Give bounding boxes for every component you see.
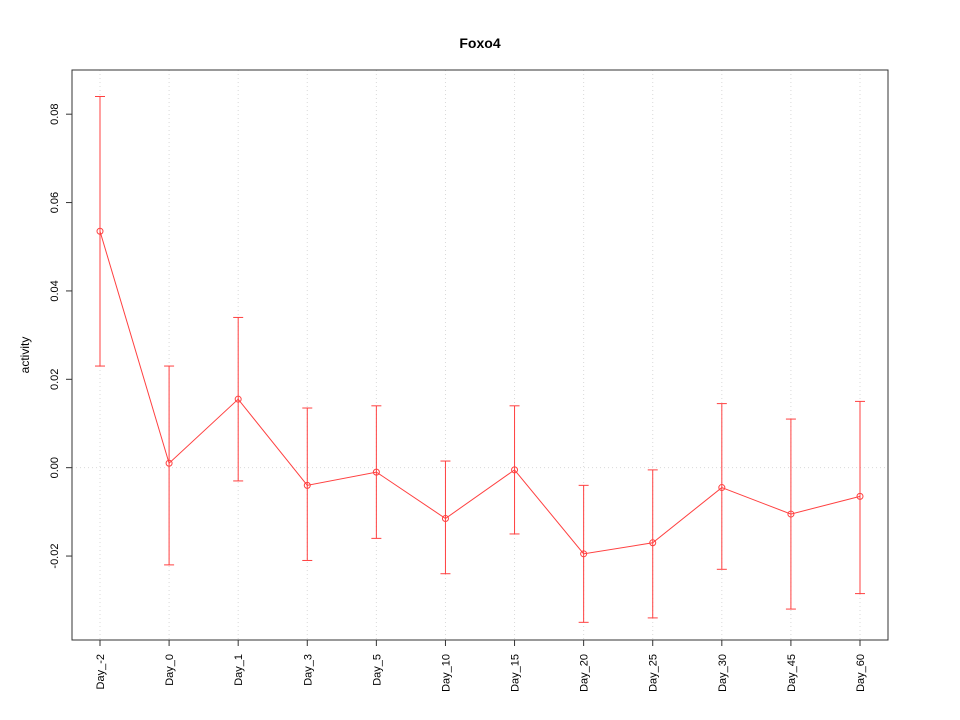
data-point	[649, 539, 657, 547]
data-point	[511, 466, 519, 474]
y-tick-label: 0.06	[49, 192, 61, 213]
x-tick-label: Day_-2	[95, 654, 107, 689]
data-point	[372, 468, 380, 476]
series-line	[99, 231, 861, 555]
data-point	[165, 459, 173, 467]
data-point	[234, 395, 242, 403]
x-tick-label: Day_5	[371, 654, 383, 686]
x-tick-label: Day_25	[648, 654, 660, 692]
y-tick-label: 0.04	[49, 280, 61, 301]
chart-title: Foxo4	[459, 35, 501, 51]
y-tick-label: 0.02	[49, 369, 61, 390]
y-tick-label: 0.08	[49, 103, 61, 124]
data-point	[787, 510, 795, 518]
x-tick-label: Day_0	[164, 654, 176, 686]
x-tick-label: Day_30	[717, 654, 729, 692]
data-point	[441, 514, 449, 522]
data-point	[96, 227, 104, 235]
y-tick-label: 0.00	[49, 457, 61, 478]
x-tick-label: Day_20	[579, 654, 591, 692]
x-tick-label: Day_60	[855, 654, 867, 692]
data-point	[718, 484, 726, 492]
data-point	[303, 481, 311, 489]
x-tick-label: Day_3	[302, 654, 314, 686]
x-tick-label: Day_10	[440, 654, 452, 692]
x-tick-label: Day_45	[786, 654, 798, 692]
plot-border	[71, 69, 889, 641]
data-point	[856, 492, 864, 500]
x-tick-label: Day_15	[510, 654, 522, 692]
x-tick-label: Day_1	[233, 654, 245, 686]
data-point	[580, 550, 588, 558]
y-tick-label: -0.02	[49, 544, 61, 569]
